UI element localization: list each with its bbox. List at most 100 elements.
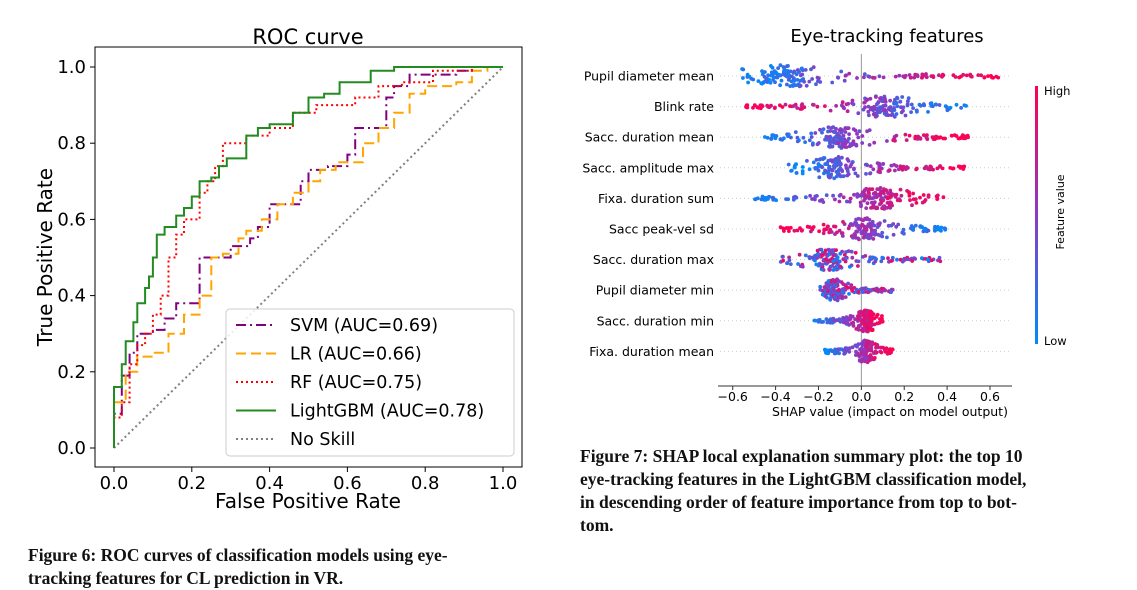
shap-point (818, 284, 823, 289)
shap-point (888, 200, 893, 205)
shap-point (795, 106, 800, 110)
shap-point (968, 74, 973, 78)
shap-point (813, 166, 818, 171)
roc-x-tick-label: 0.6 (333, 473, 362, 494)
shap-point (834, 248, 838, 253)
shap-point (758, 103, 763, 108)
shap-point (867, 143, 872, 147)
shap-point (842, 253, 847, 257)
shap-point (863, 196, 867, 201)
shap-point (928, 166, 932, 171)
shap-point (918, 136, 922, 140)
shap-point (770, 195, 775, 200)
shap-point (856, 264, 860, 268)
shap-point (803, 140, 807, 145)
shap-point (903, 113, 908, 118)
shap-point (949, 133, 954, 138)
shap-point (838, 166, 843, 171)
shap-point (826, 135, 831, 140)
shap-point (847, 323, 851, 327)
shap-point (922, 199, 927, 204)
shap-point (863, 231, 868, 236)
shap-point (821, 253, 825, 257)
shap-point (929, 258, 934, 263)
shap-point (848, 314, 853, 318)
shap-point (833, 318, 837, 323)
shap-point (920, 75, 924, 80)
shap-point (746, 80, 750, 85)
shap-point (796, 262, 800, 266)
shap-point (862, 75, 866, 80)
shap-point (888, 188, 893, 193)
shap-point (870, 221, 875, 226)
shap-point (781, 258, 785, 263)
shap-point (897, 197, 901, 202)
caption-line: tom. (580, 515, 614, 535)
roc-line-lr (113, 66, 503, 448)
shap-x-tick-label: 0.4 (937, 389, 957, 404)
shap-point (892, 134, 897, 139)
shap-point (923, 226, 928, 231)
shap-point (872, 356, 877, 360)
shap-point (991, 75, 995, 80)
shap-point (876, 232, 880, 237)
shap-feature-labels: Pupil diameter mean Blink rate Sacc. durat… (582, 69, 714, 359)
shap-point (960, 133, 965, 138)
shap-point (831, 193, 835, 198)
shap-point (814, 82, 818, 87)
shap-point (850, 98, 855, 103)
shap-point (902, 231, 906, 236)
shap-point (820, 130, 824, 135)
shap-point (906, 99, 910, 104)
shap-point (809, 131, 814, 136)
shap-point (867, 187, 872, 192)
shap-point (779, 78, 784, 83)
shap-point (835, 351, 839, 355)
shap-point (832, 267, 837, 272)
shap-point (848, 222, 853, 226)
shap-point (857, 227, 862, 232)
figure-6-caption: Figure 6: ROC curves of classification m… (28, 544, 540, 590)
shap-point (948, 105, 953, 110)
shap-point (863, 105, 867, 110)
shap-point (836, 155, 841, 159)
shap-point (842, 351, 847, 356)
shap-point (856, 342, 861, 347)
shap-point (979, 73, 983, 78)
shap-point (839, 69, 844, 74)
shap-point (871, 231, 875, 235)
shap-chart-title: Eye-tracking features (790, 26, 983, 47)
shap-point (810, 77, 814, 81)
shap-point (869, 200, 874, 205)
shap-colorbar (1035, 86, 1038, 344)
shap-point (775, 75, 780, 80)
shap-point (877, 74, 882, 79)
shap-point (858, 347, 862, 352)
shap-point (847, 199, 852, 204)
shap-point (937, 103, 942, 107)
shap-point (782, 136, 786, 141)
shap-point (837, 193, 842, 198)
shap-point (857, 129, 862, 134)
shap-point (836, 75, 840, 80)
shap-point (847, 349, 852, 354)
shap-point (872, 104, 876, 109)
shap-point (893, 168, 897, 173)
shap-point (818, 287, 823, 292)
shap-point (959, 106, 963, 110)
shap-point (964, 73, 969, 78)
shap-point (811, 141, 815, 146)
shap-point (827, 139, 832, 144)
shap-point (841, 220, 845, 224)
shap-point (820, 165, 824, 170)
shap-point (840, 144, 845, 149)
shap-point (854, 353, 858, 357)
shap-point (940, 72, 945, 77)
shap-point (880, 255, 885, 260)
shap-x-tick-label: −0.2 (803, 389, 833, 404)
shap-point (878, 191, 883, 196)
shap-point (851, 235, 855, 240)
shap-feature-label: Sacc. duration max (593, 252, 714, 267)
shap-point (822, 156, 827, 160)
shap-point (835, 260, 839, 265)
